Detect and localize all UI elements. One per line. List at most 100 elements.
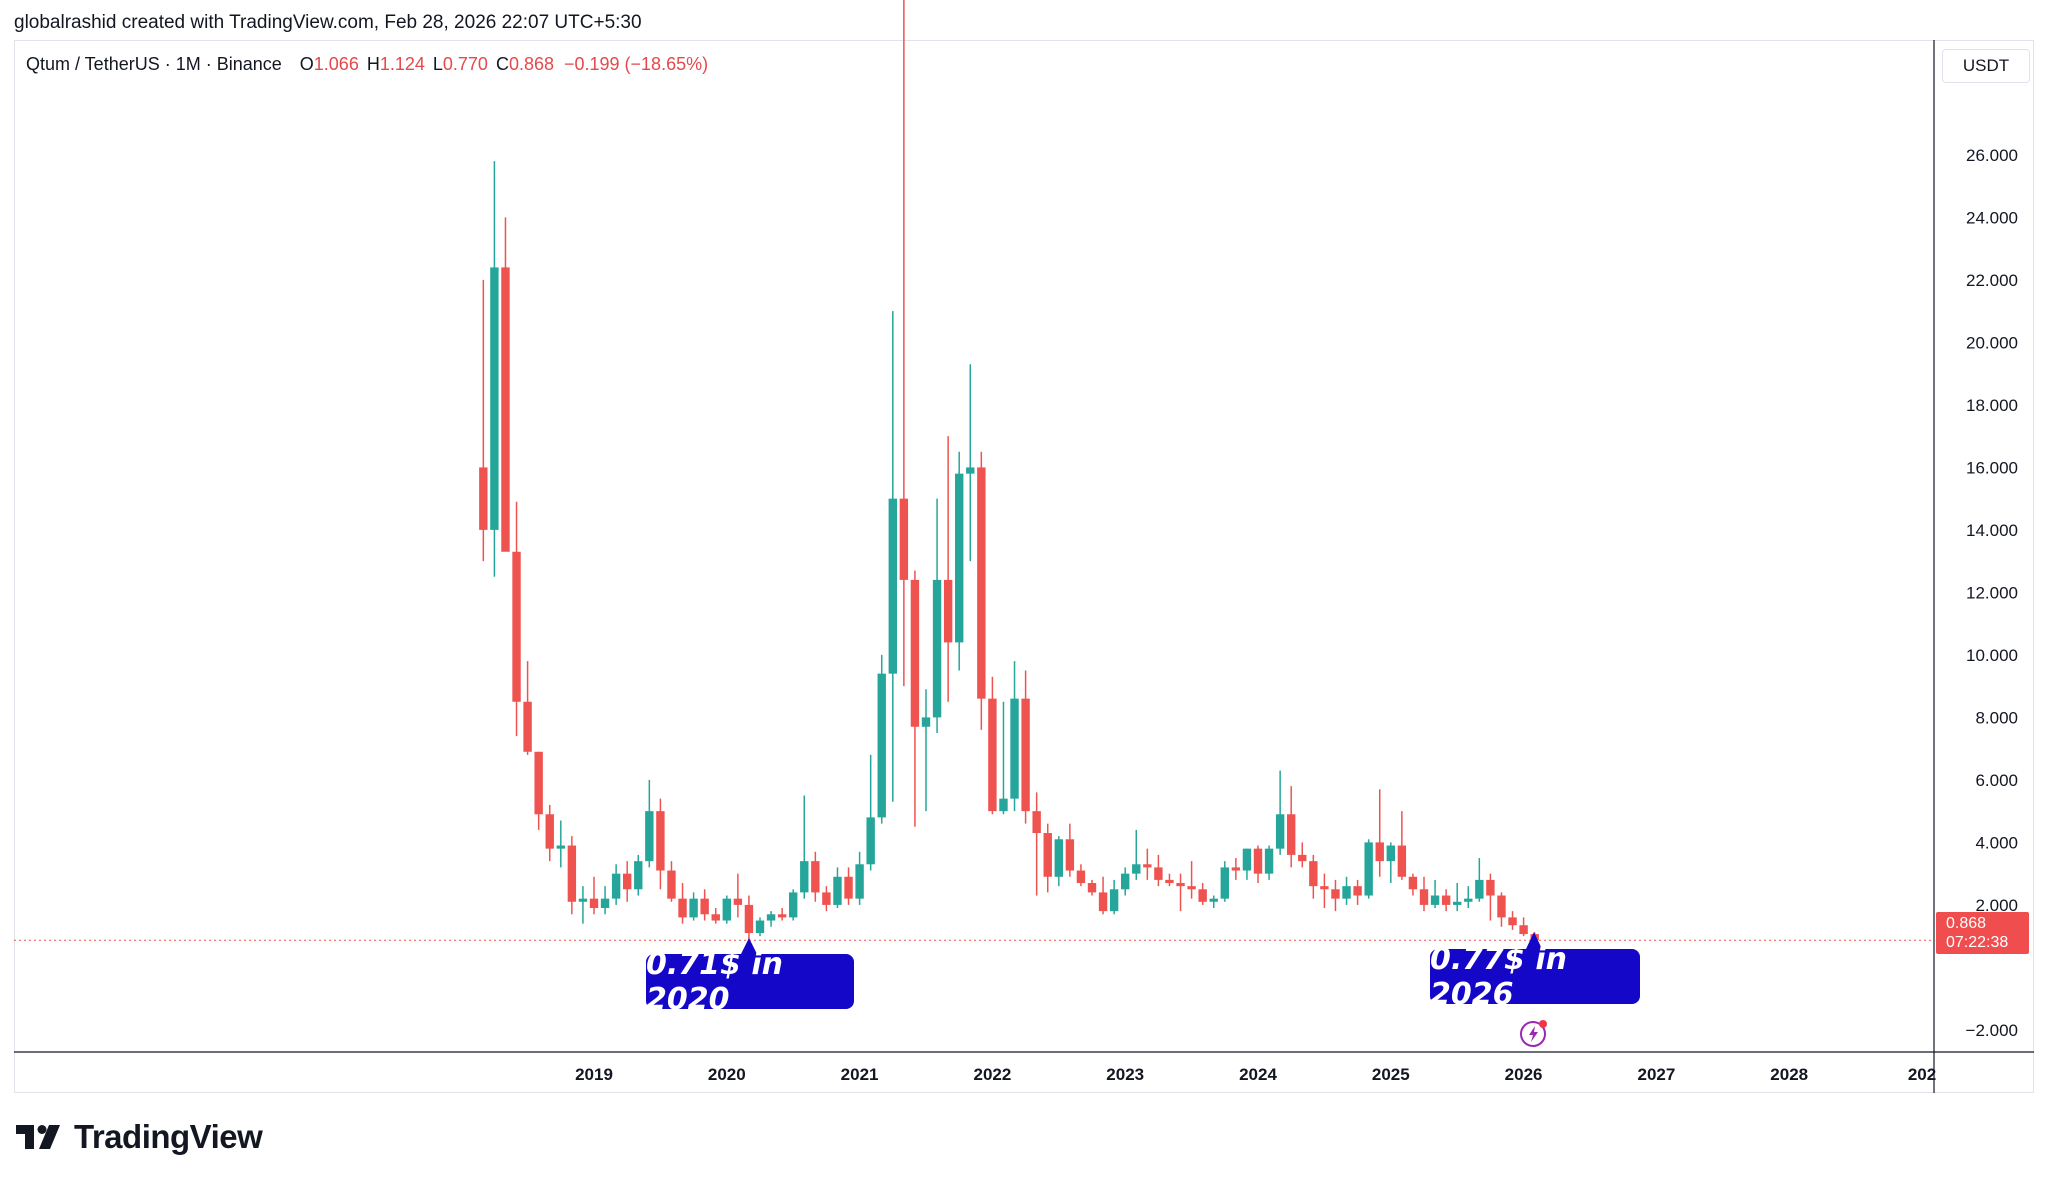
candle-body [1475,879,1484,899]
candle-body [501,267,510,552]
candle-body [512,551,521,702]
brand-name: TradingView [74,1118,263,1155]
candle-body [645,811,654,862]
candle-body [811,861,820,893]
chart-frame[interactable] [14,40,2034,1093]
legend-change: −0.199 (−18.65%) [563,54,709,74]
candle-body [1364,842,1373,896]
y-tick-label: 2.000 [1975,896,2018,915]
legend-high-label: H [366,54,380,74]
candle-body [800,861,809,893]
candle-body [589,898,599,909]
x-tick-label: 2022 [973,1065,1011,1084]
y-tick-label: 10.000 [1966,646,2018,665]
lightning-event-icon[interactable] [1519,1018,1549,1048]
candle-body [1176,883,1185,887]
candle-body [1098,892,1108,912]
candle-body [1419,889,1429,905]
brand[interactable]: TradingView [16,1118,263,1156]
y-tick-label: 24.000 [1966,208,2018,227]
candle-body [1065,839,1075,871]
candle-body [545,814,554,849]
candle-body [1154,867,1163,880]
candle-body [611,873,621,899]
candle-body [1021,698,1030,812]
candle-body [490,267,499,530]
annotation-pointer-2026 [1526,932,1542,949]
y-tick-label: 18.000 [1966,396,2018,415]
candle-body [1165,879,1174,884]
candle-body [899,498,909,580]
legend-open-value: 1.066 [313,54,359,74]
last-price-tag: 0.868 07:22:38 [1936,912,2029,954]
candle-body [1508,917,1517,926]
x-tick-label: 2023 [1106,1065,1144,1084]
currency-button[interactable]: USDT [1942,49,2030,83]
candle-body [888,498,897,674]
y-tick-label: 8.000 [1975,708,2018,727]
candle-body [1275,814,1285,849]
x-tick-label: 2028 [1770,1065,1808,1084]
candle-body [634,861,643,890]
last-price-value: 0.868 [1946,915,1987,932]
candle-body [1331,889,1340,899]
x-tick-label: 2026 [1505,1065,1543,1084]
candle-body [988,698,997,812]
candle-body [534,751,543,815]
candle-body [932,579,942,718]
candle-body [623,873,632,890]
candle-body [556,845,565,849]
candle-body [1287,814,1296,855]
header-credit: globalrashid created with TradingView.co… [14,12,642,33]
candle-body [1320,886,1329,890]
candle-body [1010,698,1019,799]
candle-body [1076,870,1086,884]
y-tick-label: 12.000 [1966,583,2018,602]
candle-body [777,914,787,918]
annotation-low-2026[interactable]: 0.77$ in 2026 [1430,942,1640,1012]
candle-body [1198,889,1207,902]
candle-body [1087,883,1097,893]
x-tick-label: 2024 [1239,1065,1277,1084]
candle-body [689,898,698,918]
x-tick-label: 2020 [708,1065,746,1084]
annotation-low-2020[interactable]: 0.71$ in 2020 [646,947,854,1017]
x-tick-label: 2019 [575,1065,613,1084]
candle-body [1408,876,1418,890]
legend-close-value: 0.868 [508,54,554,74]
candle-body [1043,833,1052,877]
candle-body [1032,811,1041,834]
candle-body [1209,898,1218,902]
legend-low-value: 0.770 [442,54,488,74]
candle-body [1386,845,1395,862]
candle-body [744,904,754,934]
x-tick-label: 2027 [1637,1065,1675,1084]
candle-body [700,898,709,915]
candle-body [1298,854,1307,862]
legend-symbol[interactable]: Qtum / TetherUS · 1M · Binance [26,54,282,74]
legend-close-label: C [495,54,509,74]
candle-body [1375,842,1384,862]
candle-body [1519,925,1528,935]
candle-body [844,876,853,899]
candle-body [600,898,610,909]
candle-body [1441,895,1451,905]
candle-body [1109,889,1119,912]
candle-body [1220,867,1229,899]
candle-body [1264,848,1274,874]
candle-body [822,892,831,905]
candle-body [943,579,953,643]
candle-body [1242,848,1252,871]
candle-body [855,864,864,899]
candle-body [999,798,1008,812]
candle-body [1430,895,1440,905]
candle-body [722,898,731,921]
candle-body [755,920,765,934]
annotation-pointer-2020 [741,938,757,954]
candle-body [1353,886,1362,896]
y-tick-label: 16.000 [1966,458,2018,477]
y-tick-label: 26.000 [1966,146,2018,165]
candle-body [966,467,975,474]
